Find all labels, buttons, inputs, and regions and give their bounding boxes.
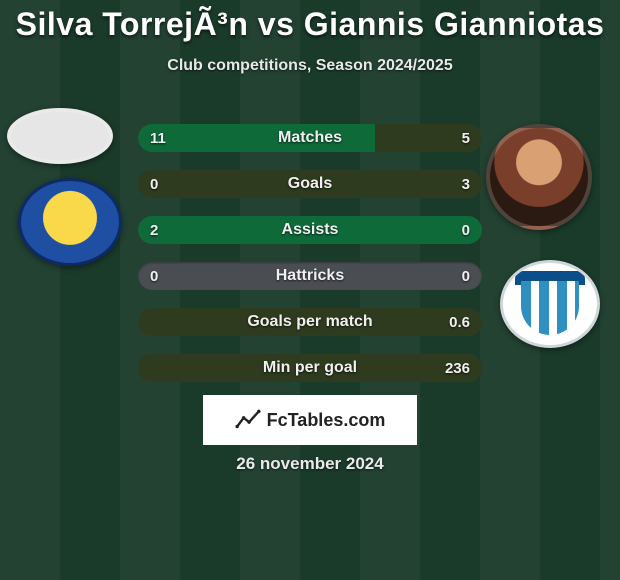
stat-bar-fill-left bbox=[138, 216, 482, 244]
attribution-text: FcTables.com bbox=[267, 410, 386, 431]
comparison-subtitle: Club competitions, Season 2024/2025 bbox=[0, 57, 620, 75]
stat-bar: 0.6Goals per match bbox=[138, 308, 482, 336]
stat-bar-fill-right bbox=[138, 308, 482, 336]
comparison-title: Silva TorrejÃ³n vs Giannis Gianniotas bbox=[0, 0, 620, 43]
player-left-avatar bbox=[7, 108, 113, 164]
stat-bar: 03Goals bbox=[138, 170, 482, 198]
stat-value-left: 0 bbox=[150, 262, 158, 290]
stat-bar: 0 0Hattricks bbox=[138, 262, 482, 290]
stat-bar: 236Min per goal bbox=[138, 354, 482, 382]
stat-bar-fill-right bbox=[375, 124, 482, 152]
stat-bar: 20Assists bbox=[138, 216, 482, 244]
stat-label: Hattricks bbox=[138, 262, 482, 290]
stat-value-right: 0 bbox=[462, 262, 470, 290]
comparison-bars: 115Matches 03Goals 20Assists 0 0Hattricks 0.6… bbox=[138, 124, 482, 400]
stat-bar-fill-left bbox=[138, 124, 375, 152]
fctables-logo-icon bbox=[235, 407, 261, 433]
club-right-badge bbox=[500, 260, 600, 348]
snapshot-date: 26 november 2024 bbox=[0, 454, 620, 474]
stat-bar-fill-right bbox=[138, 170, 482, 198]
stat-bar-fill-right bbox=[138, 354, 482, 382]
stat-bar: 115Matches bbox=[138, 124, 482, 152]
player-right-avatar bbox=[486, 124, 592, 230]
club-left-badge bbox=[18, 178, 122, 266]
attribution-badge: FcTables.com bbox=[203, 395, 417, 445]
